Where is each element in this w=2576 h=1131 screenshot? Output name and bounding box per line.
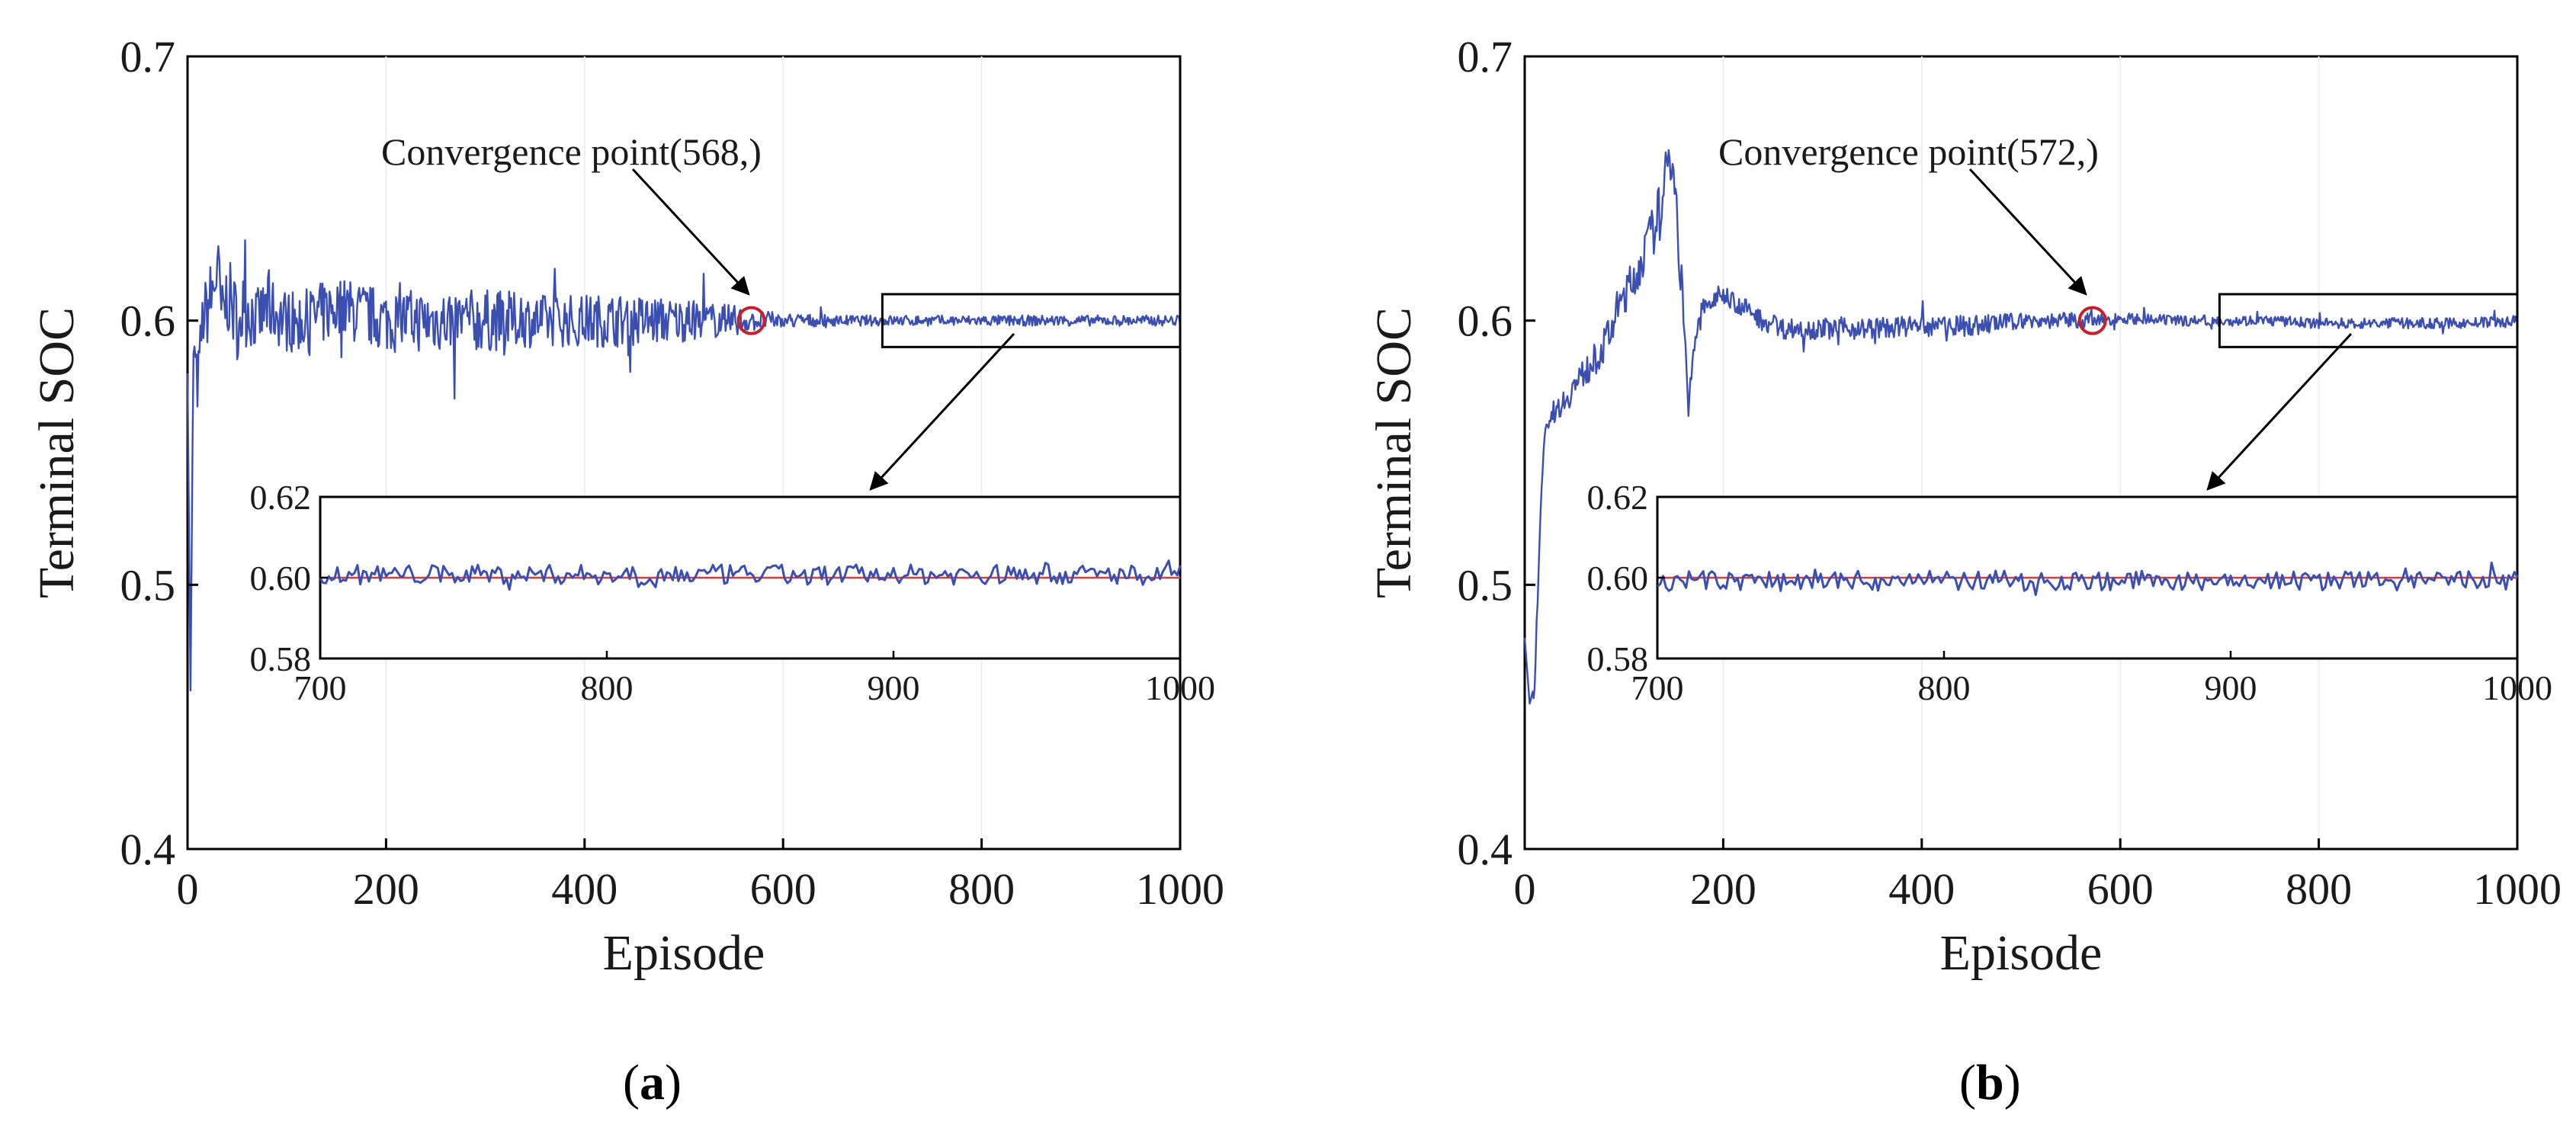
chart-panel-b: 700 800 900 1000 0.58 0.60 0.62 0 200 400 600 800 1… [1366,32,2562,1110]
chart-panel-a: 700 800 900 1000 0.58 0.60 0.62 0 200 400 600 800 1… [29,32,1224,1110]
y-tick-label-a: 0.7 [120,32,176,82]
x-tick-label-b: 400 [1888,864,1955,914]
inset-x-tick-label-b: 700 [1631,668,1684,707]
axis-ticks-a: 0 200 400 600 800 1000 0.4 0.5 0.6 0.7 [120,32,1225,914]
inset-y-tick-label-b: 0.62 [1587,478,1649,517]
soc-series-a [186,239,1182,692]
y-axis-title-b: Terminal SOC [1366,307,1422,598]
x-tick-label-a: 1000 [1136,864,1224,914]
x-tick-label-a: 400 [551,864,618,914]
zoom-arrow-a [869,332,1015,491]
convergence-marker-b [1968,168,2107,335]
x-axis-title-a: Episode [603,925,765,981]
y-tick-label-a: 0.4 [120,825,176,874]
x-tick-label-b: 200 [1690,864,1756,914]
convergence-circle-b [2077,306,2107,335]
inset-x-tick-label-b: 1000 [2482,668,2552,707]
soc-line-a [186,239,1182,692]
inset-y-tick-label-b: 0.58 [1587,639,1649,678]
x-tick-label-b: 1000 [2473,864,2562,914]
inset-line-a [319,559,1182,591]
caption-letter-b: b [1976,1055,2004,1110]
y-tick-label-a: 0.5 [120,560,176,610]
y-tick-label-b: 0.4 [1458,825,1513,874]
zoom-rect-b [2218,293,2519,348]
convergence-marker-a [631,168,766,335]
convergence-arrow-b [1968,168,2087,296]
inset-x-tick-label-b: 900 [2205,668,2257,707]
zoom-arrow-b [2206,332,2353,491]
y-tick-label-a: 0.6 [120,296,176,346]
inset-x-tick-label-a: 900 [868,668,920,707]
inset-x-tick-label-b: 800 [1918,668,1971,707]
x-tick-label-a: 800 [948,864,1015,914]
inset-b: 700 800 900 1000 0.58 0.60 0.62 [1587,478,2553,707]
convergence-label-b: Convergence point(572,) [1718,130,2099,173]
inset-y-tick-label-a: 0.58 [250,639,312,678]
caption-letter-a: a [640,1055,665,1110]
x-tick-label-a: 200 [353,864,419,914]
inset-a: 700 800 900 1000 0.58 0.60 0.62 [250,478,1216,707]
plot-area-a [186,55,1182,851]
inset-y-tick-label-a: 0.62 [250,478,312,517]
convergence-arrow-a [631,168,750,296]
inset-x-tick-label-a: 700 [294,668,347,707]
y-tick-label-b: 0.5 [1458,560,1513,610]
panel-caption-a: (a) [623,1055,682,1110]
zoom-rect-a [881,293,1182,348]
inset-x-tick-label-a: 800 [581,668,634,707]
x-tick-label-a: 0 [177,864,199,914]
inset-y-tick-label-a: 0.60 [250,559,312,598]
soc-series-b [1523,149,2518,705]
inset-line-b [1657,561,2519,597]
convergence-label-a: Convergence point(568,) [381,130,762,173]
y-tick-label-b: 0.7 [1458,32,1513,82]
x-tick-label-a: 600 [750,864,816,914]
x-tick-label-b: 800 [2286,864,2352,914]
axis-ticks-b: 0 200 400 600 800 1000 0.4 0.5 0.6 0.7 [1458,32,2562,914]
x-tick-label-b: 600 [2087,864,2154,914]
convergence-circle-a [736,306,766,335]
plot-area-b [1523,55,2519,851]
zoom-box-b [2206,293,2519,491]
zoom-box-a [869,293,1182,491]
grid-lines-b [1722,56,2320,849]
x-tick-label-b: 0 [1514,864,1536,914]
x-axis-title-b: Episode [1940,925,2103,981]
inset-y-tick-label-b: 0.60 [1587,559,1649,598]
y-axis-title-a: Terminal SOC [29,307,85,598]
y-tick-label-b: 0.6 [1458,296,1513,346]
panel-caption-b: (b) [1959,1055,2021,1110]
grid-lines-a [385,56,983,849]
soc-line-b [1523,149,2518,705]
inset-x-tick-label-a: 1000 [1145,668,1215,707]
